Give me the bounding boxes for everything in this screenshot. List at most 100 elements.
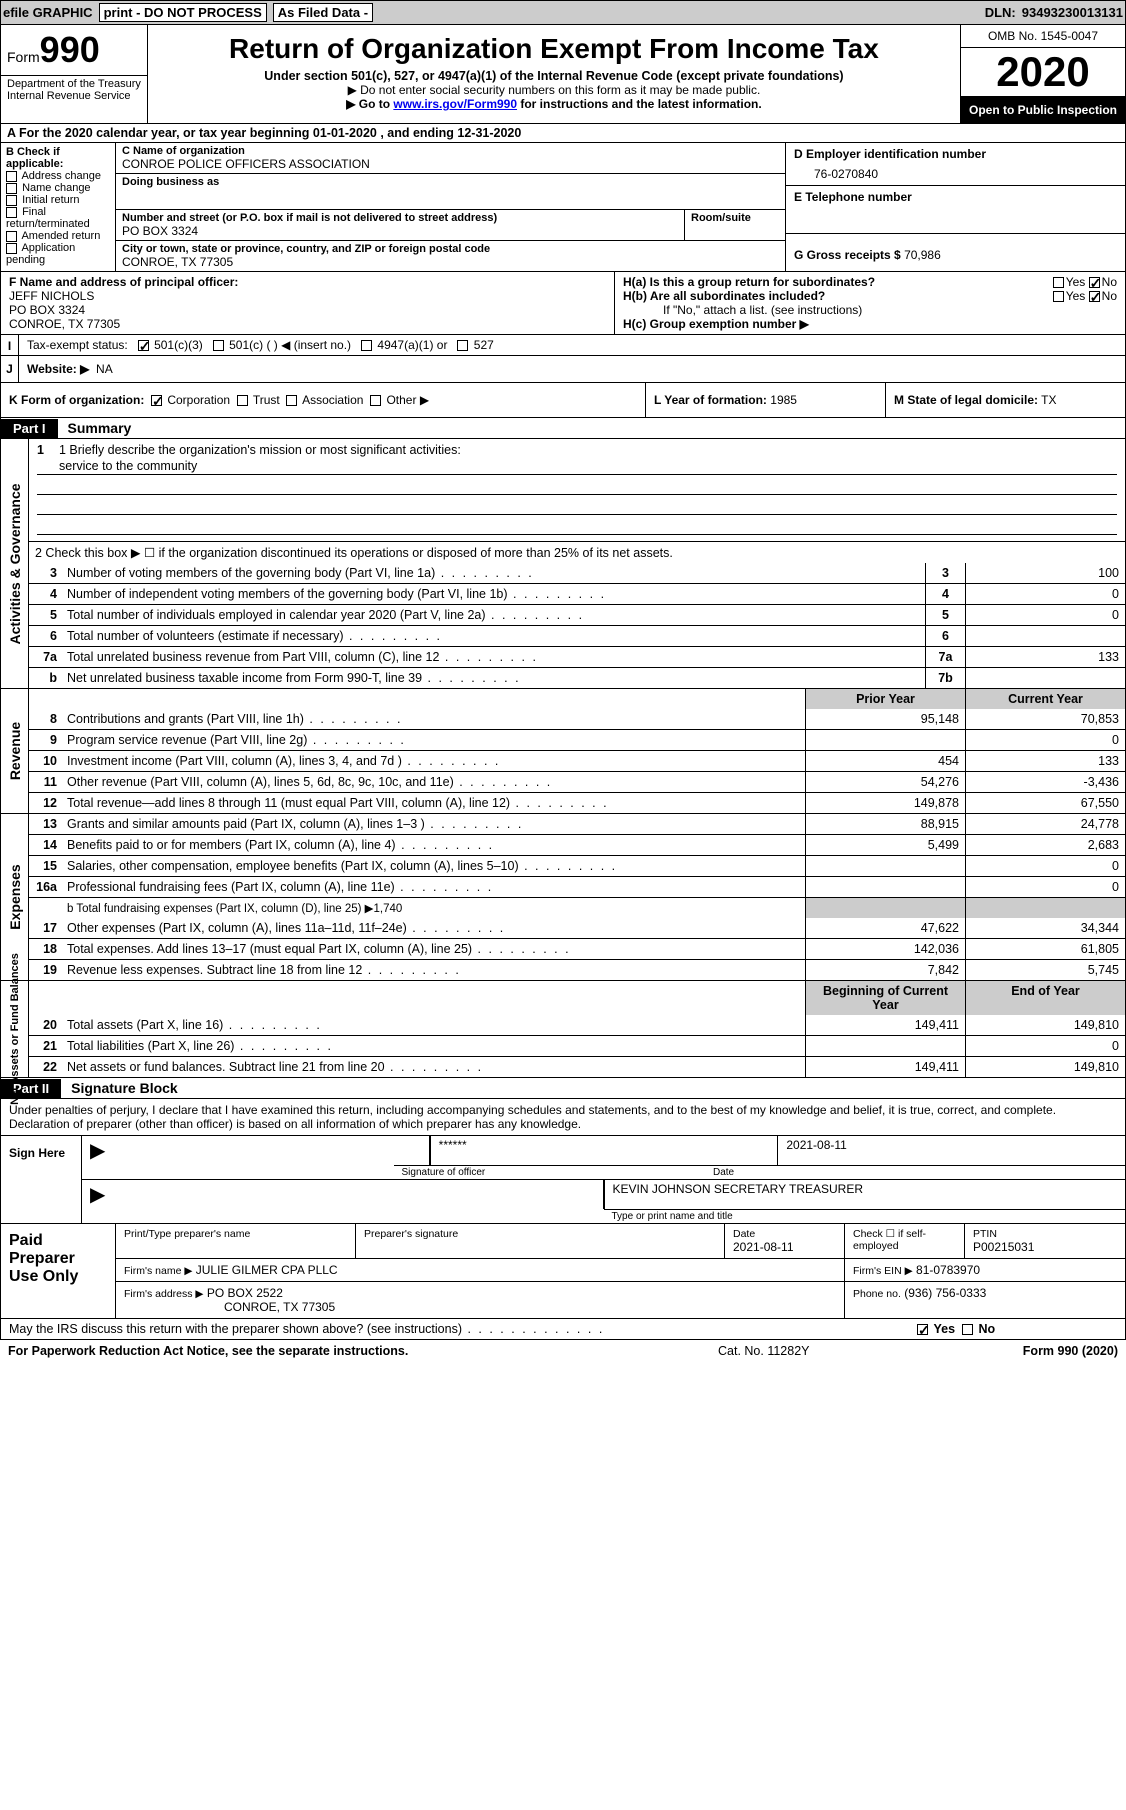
form-header: Form990 Department of the TreasuryIntern… (0, 25, 1126, 124)
mission-text: service to the community (59, 459, 197, 473)
rev-line-12: 12Total revenue—add lines 8 through 11 (… (29, 792, 1125, 813)
gov-line-7a: 7aTotal unrelated business revenue from … (29, 646, 1125, 667)
gov-line-4: 4Number of independent voting members of… (29, 583, 1125, 604)
exp-line-19: 19Revenue less expenses. Subtract line 1… (29, 959, 1125, 980)
ptin: P00215031 (973, 1240, 1034, 1254)
exp-line-18: 18Total expenses. Add lines 13–17 (must … (29, 938, 1125, 959)
cb-501c[interactable] (213, 340, 224, 351)
website-value: NA (96, 362, 113, 376)
paid-preparer-block: Paid Preparer Use Only Print/Type prepar… (0, 1224, 1126, 1319)
part2-header: Part II Signature Block (0, 1078, 1126, 1099)
org-address: PO BOX 3324 (122, 224, 678, 238)
sig-date: 2021-08-11 (786, 1138, 847, 1152)
efile-label: efile GRAPHIC (3, 5, 93, 20)
hdr-end: End of Year (965, 981, 1125, 1015)
cb-trust[interactable] (237, 395, 248, 406)
row-f-h: F Name and address of principal officer:… (0, 272, 1126, 335)
cb-ha-yes[interactable] (1053, 277, 1064, 288)
omb-number: OMB No. 1545-0047 (961, 25, 1125, 48)
officer-printed-name: KEVIN JOHNSON SECRETARY TREASURER (613, 1182, 864, 1196)
efile-topbar: efile GRAPHIC print - DO NOT PROCESS As … (0, 0, 1126, 25)
cb-amended-return[interactable] (6, 231, 17, 242)
print-badge: print - DO NOT PROCESS (99, 3, 267, 22)
box-f-officer: F Name and address of principal officer:… (1, 272, 615, 334)
revenue-block: Revenue Prior Year Current Year 8Contrib… (0, 689, 1126, 814)
row-i-tax-status: I Tax-exempt status: 501(c)(3) 501(c) ( … (0, 335, 1126, 356)
officer-city: CONROE, TX 77305 (9, 317, 120, 331)
cb-corp[interactable] (151, 395, 162, 406)
cb-hb-no[interactable] (1089, 291, 1100, 302)
year-formation: 1985 (770, 393, 797, 407)
gross-receipts: 70,986 (904, 248, 941, 262)
cb-ha-no[interactable] (1089, 277, 1100, 288)
cb-other[interactable] (370, 395, 381, 406)
firm-address: PO BOX 2522 (207, 1286, 283, 1300)
part1-header: Part I Summary (0, 418, 1126, 439)
org-city: CONROE, TX 77305 (122, 255, 779, 269)
box-d-ein: D Employer identification number 76-0270… (785, 143, 1125, 271)
gov-line-7b: bNet unrelated business taxable income f… (29, 667, 1125, 688)
asfiled-badge: As Filed Data - (273, 3, 373, 22)
state-domicile: TX (1041, 393, 1056, 407)
exp-line-16a: 16aProfessional fundraising fees (Part I… (29, 876, 1125, 897)
cb-discuss-yes[interactable] (917, 1324, 928, 1335)
sig-stars: ****** (439, 1138, 467, 1152)
gov-line-5: 5Total number of individuals employed in… (29, 604, 1125, 625)
form-subtitle-1: Under section 501(c), 527, or 4947(a)(1)… (160, 69, 948, 83)
officer-addr: PO BOX 3324 (9, 303, 85, 317)
cb-501c3[interactable] (138, 340, 149, 351)
cb-name-change[interactable] (6, 183, 17, 194)
exp-line-15: 15Salaries, other compensation, employee… (29, 855, 1125, 876)
prep-date: 2021-08-11 (733, 1240, 794, 1254)
officer-name: JEFF NICHOLS (9, 289, 94, 303)
form-note-1: ▶ Do not enter social security numbers o… (160, 83, 948, 97)
dln-value: 93493230013131 (1022, 5, 1123, 20)
rev-line-11: 11Other revenue (Part VIII, column (A), … (29, 771, 1125, 792)
rev-line-9: 9Program service revenue (Part VIII, lin… (29, 729, 1125, 750)
cb-initial-return[interactable] (6, 195, 17, 206)
expenses-block: Expenses 13Grants and similar amounts pa… (0, 814, 1126, 981)
gov-line-6: 6Total number of volunteers (estimate if… (29, 625, 1125, 646)
hdr-prior-year: Prior Year (805, 689, 965, 709)
cb-application-pending[interactable] (6, 243, 17, 254)
cb-4947[interactable] (361, 340, 372, 351)
row-j-website: J Website: ▶ NA (0, 356, 1126, 383)
firm-phone: (936) 756-0333 (904, 1286, 986, 1300)
form-title: Return of Organization Exempt From Incom… (160, 33, 948, 65)
form-number: Form990 (1, 25, 147, 75)
open-inspection: Open to Public Inspection (961, 96, 1125, 123)
net-line-22: 22Net assets or fund balances. Subtract … (29, 1056, 1125, 1077)
box-b-checkboxes: B Check if applicable: Address change Na… (1, 143, 116, 271)
cb-hb-yes[interactable] (1053, 291, 1064, 302)
gov-line-3: 3Number of voting members of the governi… (29, 563, 1125, 583)
cb-final-return[interactable] (6, 207, 17, 218)
net-line-21: 21Total liabilities (Part X, line 26)0 (29, 1035, 1125, 1056)
firm-city: CONROE, TX 77305 (124, 1300, 335, 1314)
header-section-bcd: B Check if applicable: Address change Na… (0, 143, 1126, 272)
firm-name: JULIE GILMER CPA PLLC (196, 1263, 338, 1277)
cb-discuss-no[interactable] (962, 1324, 973, 1335)
row-a-period: A For the 2020 calendar year, or tax yea… (0, 124, 1126, 143)
row-k-form-org: K Form of organization: Corporation Trus… (0, 383, 1126, 418)
dln-label: DLN: (985, 5, 1016, 20)
box-c-org: C Name of organization CONROE POLICE OFF… (116, 143, 785, 271)
hdr-current-year: Current Year (965, 689, 1125, 709)
netassets-block: Net Assets or Fund Balances Beginning of… (0, 981, 1126, 1078)
signature-block: Under penalties of perjury, I declare th… (0, 1099, 1126, 1224)
exp-line-17: 17Other expenses (Part IX, column (A), l… (29, 918, 1125, 938)
rev-line-10: 10Investment income (Part VIII, column (… (29, 750, 1125, 771)
tax-year: 2020 (961, 48, 1125, 96)
department-label: Department of the TreasuryInternal Reven… (1, 75, 147, 106)
irs-link[interactable]: www.irs.gov/Form990 (393, 97, 517, 111)
firm-ein: 81-0783970 (916, 1263, 980, 1277)
hdr-beginning: Beginning of Current Year (805, 981, 965, 1015)
cb-address-change[interactable] (6, 171, 17, 182)
exp-line-13: 13Grants and similar amounts paid (Part … (29, 814, 1125, 834)
cb-527[interactable] (457, 340, 468, 351)
ein-value: 76-0270840 (794, 161, 1117, 181)
form-note-2: ▶ Go to www.irs.gov/Form990 for instruct… (160, 97, 948, 111)
org-name: CONROE POLICE OFFICERS ASSOCIATION (122, 157, 779, 171)
irs-discuss-row: May the IRS discuss this return with the… (0, 1319, 1126, 1340)
cb-assoc[interactable] (286, 395, 297, 406)
net-line-20: 20Total assets (Part X, line 16)149,4111… (29, 1015, 1125, 1035)
